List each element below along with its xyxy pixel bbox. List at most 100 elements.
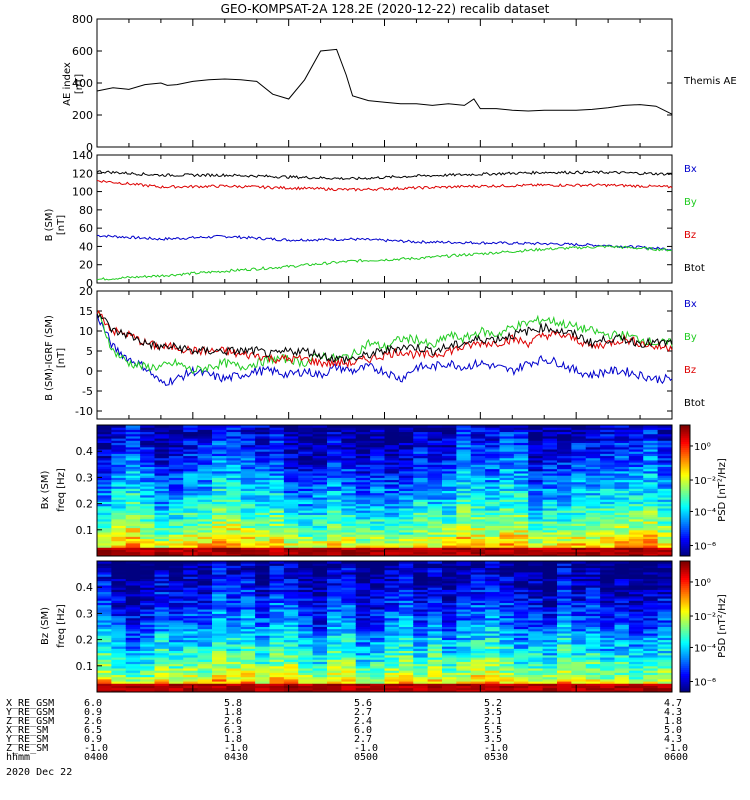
bx-spectrogram-cell bbox=[283, 453, 299, 457]
bx-spectrogram-cell bbox=[600, 488, 616, 491]
bx-spectrogram-cell bbox=[442, 512, 457, 516]
bz-spectrogram-cell bbox=[628, 628, 644, 632]
bx-spectrogram-cell bbox=[528, 468, 544, 472]
bx-spectrogram-cell bbox=[327, 542, 342, 546]
bz-spectrogram-cell bbox=[542, 567, 558, 571]
bx-spectrogram-cell bbox=[470, 449, 486, 452]
bx-spectrogram-cell bbox=[571, 462, 587, 465]
bx-spectrogram-cell bbox=[513, 438, 529, 441]
bx-spectrogram-cell bbox=[499, 483, 515, 487]
bx-spectrogram-cell bbox=[370, 553, 386, 557]
bz-spectrogram-cell bbox=[370, 667, 386, 671]
bx-spectrogram-cell bbox=[427, 531, 443, 535]
bx-spectrogram-cell bbox=[585, 499, 601, 502]
bz-spectrogram-cell bbox=[255, 689, 271, 693]
bz-spectrogram-cell bbox=[628, 593, 644, 597]
bx-spectrogram-cell bbox=[298, 523, 314, 526]
bx-colorbar-cell bbox=[680, 447, 690, 451]
bz-spectrogram-cell bbox=[370, 681, 386, 684]
bx-spectrogram-cell bbox=[413, 523, 429, 526]
bz-spectrogram-cell bbox=[442, 593, 457, 597]
bx-spectrogram-cell bbox=[456, 536, 472, 540]
bz-spectrogram-cell bbox=[470, 661, 486, 665]
bx-spectrogram-cell bbox=[528, 462, 544, 465]
bx-spectrogram-cell bbox=[125, 545, 141, 548]
bx-spec-ylabel: Bx (SM) bbox=[40, 471, 51, 510]
bz-spectrogram-cell bbox=[327, 672, 342, 676]
bx-spectrogram-cell bbox=[513, 435, 529, 439]
bz-spectrogram-cell bbox=[327, 683, 342, 686]
bx-spectrogram-cell bbox=[398, 438, 414, 441]
bx-spectrogram-cell bbox=[212, 440, 227, 443]
bz-spectrogram-cell bbox=[370, 663, 386, 667]
bx-spectrogram-cell bbox=[398, 468, 414, 472]
bx-spectrogram-cell bbox=[183, 429, 199, 433]
bx-spectrogram-cell bbox=[168, 527, 184, 531]
bz-spectrogram-cell bbox=[470, 674, 486, 678]
bx-spectrogram-cell bbox=[456, 529, 472, 533]
bz-spectrogram-cell bbox=[341, 643, 357, 647]
bx-colorbar-cell bbox=[680, 484, 690, 487]
bx-spectrogram-cell bbox=[499, 464, 515, 467]
bx-spectrogram-cell bbox=[384, 453, 400, 457]
bx-spectrogram-cell bbox=[557, 477, 572, 481]
bz-spectrogram-cell bbox=[140, 630, 156, 634]
bz-spectrogram-cell bbox=[485, 602, 501, 606]
bz-spectrogram-cell bbox=[398, 674, 414, 678]
bz-spectrogram-cell bbox=[283, 595, 299, 599]
bz-spectrogram-cell bbox=[197, 606, 213, 610]
bx-spectrogram-cell bbox=[226, 536, 242, 540]
bz-spectrogram-cell bbox=[585, 663, 601, 667]
bz-spectrogram-cell bbox=[528, 593, 544, 597]
bz-spectrogram-cell bbox=[571, 587, 587, 590]
bz-spectrogram-cell bbox=[600, 600, 616, 603]
bx-spectrogram-cell bbox=[542, 497, 558, 500]
bz-spectrogram-cell bbox=[226, 687, 242, 691]
bx-spectrogram-cell bbox=[571, 523, 587, 526]
bz-spectrogram-cell bbox=[571, 617, 587, 621]
bz-spectrogram-cell bbox=[327, 589, 342, 593]
bz-spectrogram-cell bbox=[327, 574, 342, 577]
bz-spectrogram-cell bbox=[614, 611, 630, 614]
bz-spectrogram-cell bbox=[600, 637, 616, 641]
bx-colorbar-cell bbox=[680, 521, 690, 524]
bz-spectrogram-cell bbox=[585, 580, 601, 584]
bx-spectrogram-cell bbox=[600, 459, 616, 463]
bx-spectrogram-cell bbox=[398, 431, 414, 435]
bz-spectrogram-cell bbox=[643, 678, 659, 682]
bz-spectrogram-cell bbox=[585, 609, 601, 612]
bx-spectrogram-cell bbox=[298, 549, 314, 553]
bx-spectrogram-cell bbox=[528, 499, 544, 502]
bx-spectrogram-cell bbox=[413, 516, 429, 520]
bx-spectrogram-cell bbox=[384, 523, 400, 526]
bz-spectrogram-cell bbox=[212, 615, 227, 619]
bx-spectrogram-cell bbox=[183, 446, 199, 450]
bx-spectrogram-cell bbox=[97, 551, 112, 555]
bx-spectrogram-cell bbox=[212, 446, 227, 450]
bz-spectrogram-cell bbox=[226, 576, 242, 579]
bz-spectrogram-cell bbox=[485, 600, 501, 603]
bz-spectrogram-cell bbox=[197, 576, 213, 579]
bz-spectrogram-cell bbox=[470, 639, 486, 643]
bx-spectrogram-cell bbox=[341, 499, 357, 502]
bx-spectrogram-cell bbox=[355, 468, 371, 472]
bx-spectrogram-cell bbox=[571, 481, 587, 485]
bx-spectrogram-cell bbox=[442, 490, 457, 494]
bz-spectrogram-cell bbox=[298, 657, 314, 660]
bz-spectrogram-cell bbox=[370, 652, 386, 656]
bx-spectrogram-cell bbox=[240, 444, 256, 448]
bz-spectrogram-cell bbox=[485, 578, 501, 582]
bz-spectrogram-cell bbox=[255, 576, 271, 579]
bx-spectrogram-cell bbox=[140, 512, 156, 516]
bz-spectrogram-cell bbox=[557, 639, 572, 643]
bz-spectrogram-cell bbox=[470, 569, 486, 573]
bx-spectrogram-cell bbox=[628, 531, 644, 535]
bx-spectrogram-cell bbox=[370, 473, 386, 476]
bx-spectrogram-cell bbox=[614, 501, 630, 505]
bz-spectrogram-cell bbox=[470, 687, 486, 691]
bx-spectrogram-cell bbox=[542, 494, 558, 498]
bz-spectrogram-cell bbox=[643, 672, 659, 676]
bx-spectrogram-cell bbox=[283, 483, 299, 487]
bz-spectrogram-cell bbox=[212, 650, 227, 654]
bx-spectrogram-cell bbox=[657, 470, 673, 474]
